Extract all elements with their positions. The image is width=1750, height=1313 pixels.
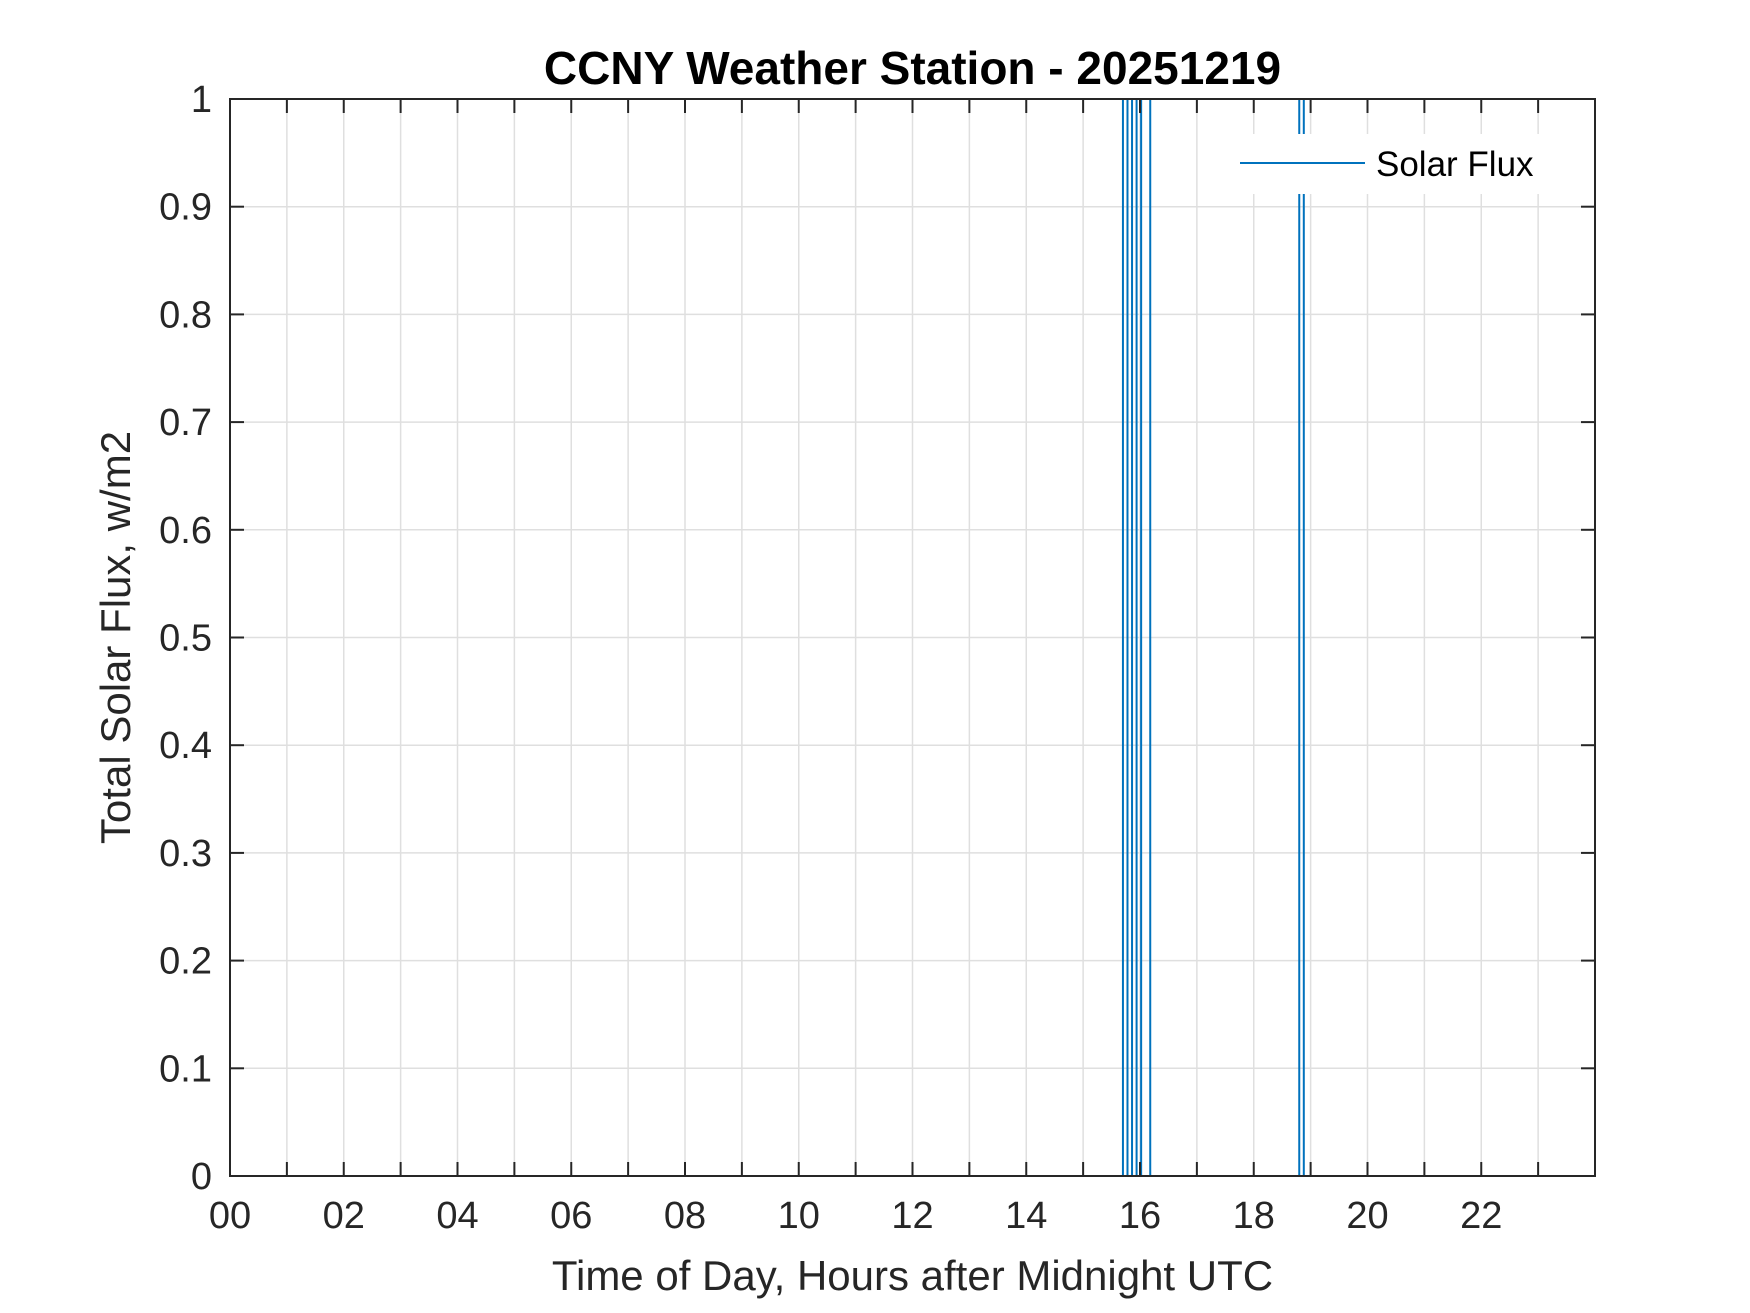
- x-tick-label: 06: [550, 1195, 592, 1237]
- x-tick-label: 20: [1346, 1195, 1388, 1237]
- y-tick-label: 0.2: [159, 941, 212, 983]
- y-tick-label: 0.5: [159, 618, 212, 660]
- x-tick-label: 04: [436, 1195, 478, 1237]
- y-tick-label: 0.9: [159, 187, 212, 229]
- legend: Solar Flux: [1228, 134, 1568, 194]
- x-axis-label: Time of Day, Hours after Midnight UTC: [552, 1252, 1273, 1299]
- y-tick-label: 0.1: [159, 1048, 212, 1090]
- x-tick-label: 18: [1233, 1195, 1275, 1237]
- x-tick-label: 22: [1460, 1195, 1502, 1237]
- x-tick-label: 14: [1005, 1195, 1047, 1237]
- x-tick-label: 00: [209, 1195, 251, 1237]
- legend-label-solar-flux: Solar Flux: [1376, 145, 1534, 184]
- x-tick-label: 02: [323, 1195, 365, 1237]
- chart-title: CCNY Weather Station - 20251219: [544, 42, 1281, 94]
- y-tick-label: 0: [191, 1156, 212, 1198]
- tick-labels: 0 0.1 0.2 0.3 0.4 0.5 0.6 0.7 0.8 0.9 1 00 02 04 06 08 1…: [159, 79, 1502, 1237]
- y-tick-label: 0.4: [159, 725, 212, 767]
- grid: [230, 99, 1595, 1176]
- y-tick-label: 0.7: [159, 402, 212, 444]
- y-tick-label: 1: [191, 79, 212, 121]
- y-tick-label: 0.6: [159, 510, 212, 552]
- y-tick-label: 0.3: [159, 833, 212, 875]
- data-layer: [1121, 99, 1305, 1176]
- x-tick-label: 08: [664, 1195, 706, 1237]
- ticks: [229, 98, 1595, 1177]
- x-tick-label: 12: [891, 1195, 933, 1237]
- y-axis-label: Total Solar Flux, w/m2: [92, 431, 139, 844]
- x-tick-label: 16: [1119, 1195, 1161, 1237]
- y-tick-label: 0.8: [159, 294, 212, 336]
- x-tick-label: 10: [778, 1195, 820, 1237]
